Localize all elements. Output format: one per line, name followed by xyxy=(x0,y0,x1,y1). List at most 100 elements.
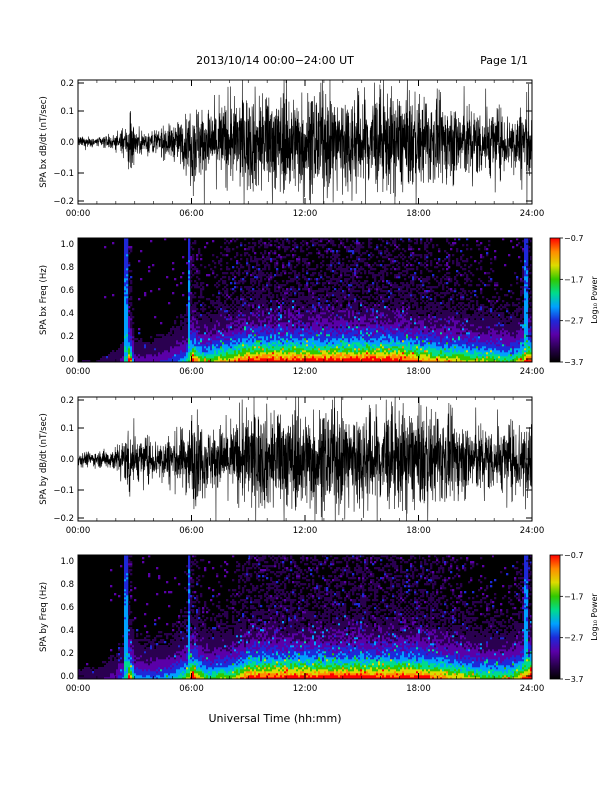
spectrogram-cell xyxy=(244,328,247,331)
spectrogram-cell xyxy=(182,256,185,259)
spectrogram-cell xyxy=(382,358,385,361)
spectrogram-cell xyxy=(320,288,323,291)
spectrogram-cell xyxy=(314,354,317,357)
spectrogram-cell xyxy=(296,358,299,361)
spectrogram-cell xyxy=(144,344,147,347)
spectrogram-cell xyxy=(188,302,191,305)
spectrogram-cell xyxy=(210,340,213,343)
spectrogram-cell xyxy=(332,240,335,243)
spectrogram-cell xyxy=(360,258,363,261)
spectrogram-cell xyxy=(356,262,359,265)
spectrogram-cell xyxy=(228,250,231,253)
spectrogram-cell xyxy=(354,308,357,311)
spectrogram-cell xyxy=(286,312,289,315)
spectrogram-cell xyxy=(264,330,267,333)
spectrogram-cell xyxy=(310,354,313,357)
spectrogram-cell xyxy=(330,294,333,297)
spectrogram-cell xyxy=(298,284,301,287)
spectrogram-cell xyxy=(178,342,181,345)
spectrogram-cell xyxy=(374,328,377,331)
spectrogram-cell xyxy=(368,326,371,329)
spectrogram-cell xyxy=(352,360,355,363)
spectrogram-cell xyxy=(224,344,227,347)
spectrogram-cell xyxy=(198,356,201,359)
spectrogram-cell xyxy=(128,326,131,329)
spectrogram-cell xyxy=(344,308,347,311)
spectrogram-cell xyxy=(364,358,367,361)
spectrogram-cell xyxy=(372,326,375,329)
spectrogram-cell xyxy=(368,308,371,311)
spectrogram-cell xyxy=(196,272,199,275)
spectrogram-cell xyxy=(370,310,373,313)
spectrogram-cell xyxy=(310,302,313,305)
spectrogram-cell xyxy=(188,298,191,301)
spectrogram-cell xyxy=(130,332,133,335)
spectrogram-cell xyxy=(302,320,305,323)
spectrogram-cell xyxy=(320,294,323,297)
spectrogram-cell xyxy=(276,272,279,275)
spectrogram-cell xyxy=(224,254,227,257)
spectrogram-cell xyxy=(352,356,355,359)
spectrogram-cell xyxy=(256,324,259,327)
spectrogram-cell xyxy=(366,264,369,267)
spectrogram-cell xyxy=(314,344,317,347)
spectrogram-cell xyxy=(298,302,301,305)
spectrogram-cell xyxy=(386,356,389,359)
spectrogram-cell xyxy=(272,346,275,349)
spectrogram-cell xyxy=(344,326,347,329)
spectrogram-cell xyxy=(266,258,269,261)
spectrogram-cell xyxy=(226,324,229,327)
spectrogram-cell xyxy=(188,318,191,321)
spectrogram-cell xyxy=(344,284,347,287)
spectrogram-cell xyxy=(128,328,131,331)
spectrogram-cell xyxy=(346,344,349,347)
spectrogram-cell xyxy=(330,308,333,311)
spectrogram-cell xyxy=(262,260,265,263)
spectrogram-cell xyxy=(192,308,195,311)
spectrogram-cell xyxy=(334,324,337,327)
spectrogram-cell xyxy=(122,342,125,345)
spectrogram-cell xyxy=(168,340,171,343)
spectrogram-cell xyxy=(196,346,199,349)
spectrogram-cell xyxy=(290,266,293,269)
spectrogram-cell xyxy=(236,310,239,313)
spectrogram-cell xyxy=(376,320,379,323)
spectrogram-cell xyxy=(342,350,345,353)
spectrogram-cell xyxy=(324,310,327,313)
spectrogram-cell xyxy=(246,314,249,317)
spectrogram-cell xyxy=(328,318,331,321)
spectrogram-cell xyxy=(364,258,367,261)
spectrogram-cell xyxy=(336,318,339,321)
spectrogram-cell xyxy=(260,302,263,305)
spectrogram-cell xyxy=(300,304,303,307)
spectrogram-cell xyxy=(342,268,345,271)
spectrogram-cell xyxy=(206,322,209,325)
spectrogram-cell xyxy=(182,354,185,357)
spectrogram-cell xyxy=(346,310,349,313)
spectrogram-cell xyxy=(320,322,323,325)
spectrogram-cell xyxy=(124,326,127,329)
spectrogram-cell xyxy=(372,334,375,337)
spectrogram-cell xyxy=(246,346,249,349)
spectrogram-cell xyxy=(128,320,131,323)
spectrogram-cell xyxy=(258,358,261,361)
spectrogram-cell xyxy=(336,326,339,329)
spectrogram-cell xyxy=(284,248,287,251)
spectrogram-cell xyxy=(198,358,201,361)
spectrogram-cell xyxy=(372,336,375,339)
spectrogram-cell xyxy=(252,278,255,281)
spectrogram-cell xyxy=(196,324,199,327)
spectrogram-cell xyxy=(138,342,141,345)
spectrogram-cell xyxy=(126,244,129,247)
spectrogram-cell xyxy=(330,266,333,269)
spectrogram-cell xyxy=(300,284,303,287)
spectrogram-cell xyxy=(198,352,201,355)
spectrogram-cell xyxy=(222,314,225,317)
spectrogram-cell xyxy=(342,284,345,287)
spectrogram-cell xyxy=(370,360,373,363)
spectrogram-cell xyxy=(132,356,135,359)
spectrogram-cell xyxy=(230,360,233,363)
spectrogram-cell xyxy=(322,300,325,303)
spectrogram-cell xyxy=(370,268,373,271)
spectrogram-cell xyxy=(162,340,165,343)
